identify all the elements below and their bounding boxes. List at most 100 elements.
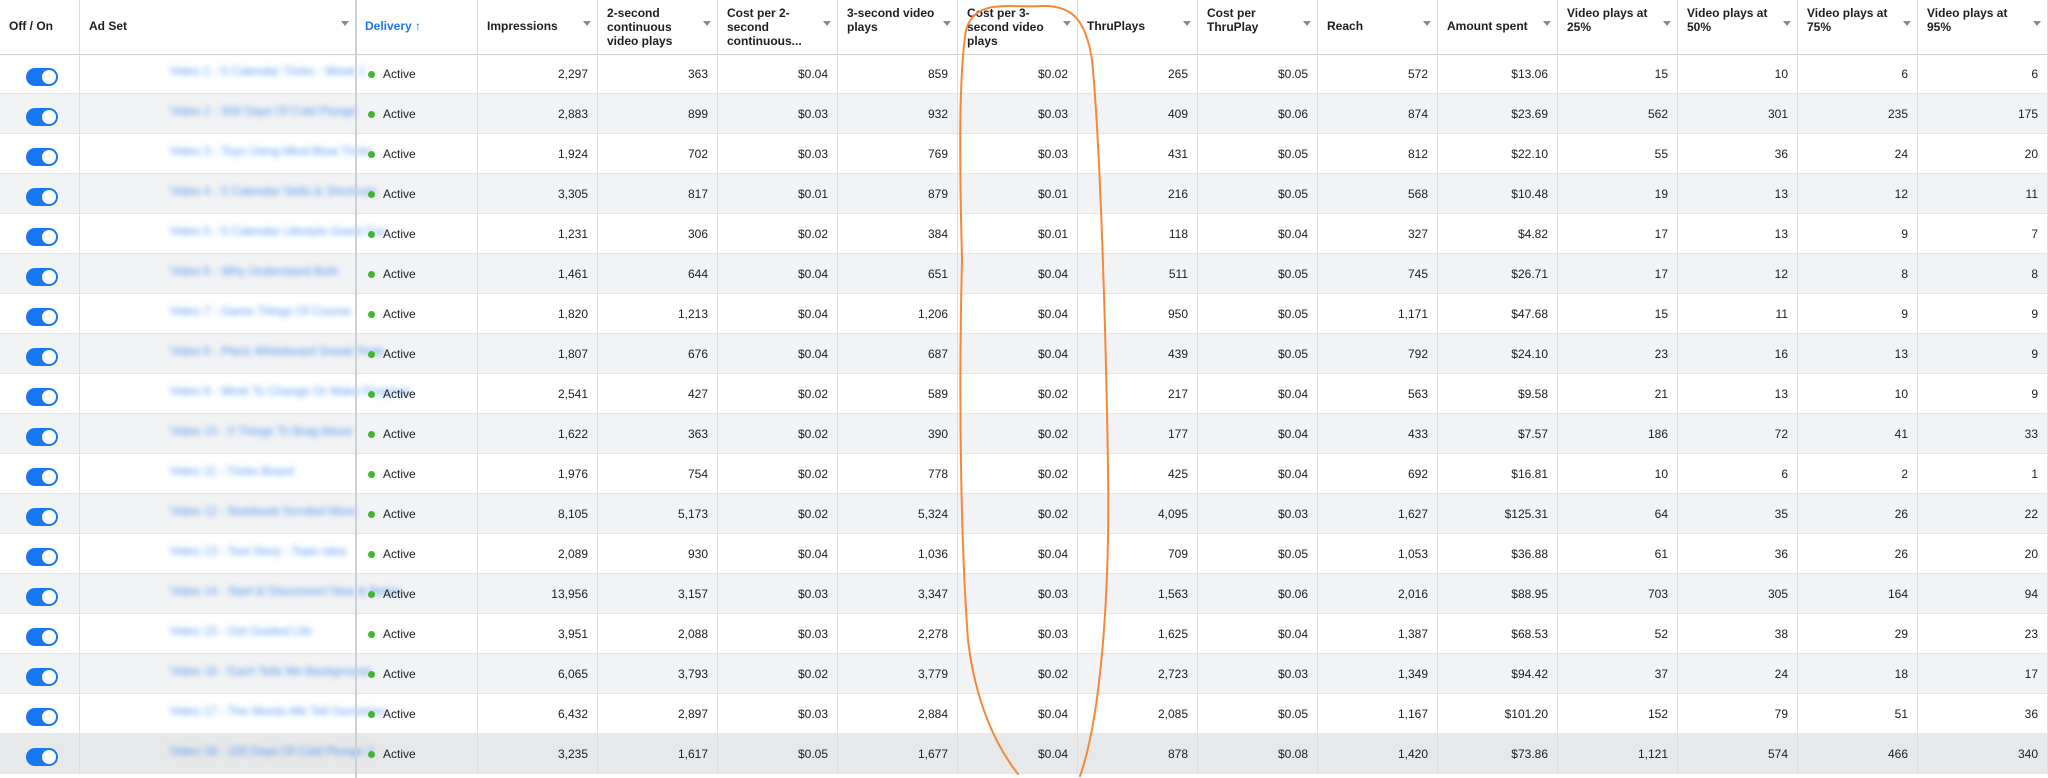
table-row[interactable]: Video 14 - Start & Disconnect New & Bett… xyxy=(0,574,2048,614)
ad-set-name-link[interactable]: Video 5 - 5 Calendar Lifestyle Guest Cut xyxy=(170,224,385,238)
header-col-cost-3-second[interactable]: Cost per 3-second video plays xyxy=(958,0,1078,54)
table-row[interactable]: Video 8 - Plans Whiteboard Sneak Peek Act… xyxy=(0,334,2048,374)
table-row[interactable]: Video 15 - Get Guided Life Active 3,951 2,0… xyxy=(0,614,2048,654)
plays-25-value: 19 xyxy=(1558,174,1678,214)
on-off-toggle[interactable] xyxy=(26,388,58,406)
on-off-toggle[interactable] xyxy=(26,68,58,86)
ad-set-name-link[interactable]: Video 6 - Why Understand Both xyxy=(170,264,339,278)
header-col-cost-thruplay[interactable]: Cost per ThruPlay xyxy=(1198,0,1318,54)
table-row[interactable]: Video 16 - Each Tells Me Background Activ… xyxy=(0,654,2048,694)
sort-chevron-icon[interactable] xyxy=(2033,21,2041,26)
header-col-plays-50[interactable]: Video plays at 50% xyxy=(1678,0,1798,54)
ad-set-cell: Video 7 - Game Things Of Course xyxy=(80,294,356,334)
on-off-toggle[interactable] xyxy=(26,588,58,606)
sort-chevron-icon[interactable] xyxy=(943,21,951,26)
on-off-toggle[interactable] xyxy=(26,108,58,126)
header-col-delivery[interactable]: Delivery ↑ xyxy=(356,0,478,54)
sort-chevron-icon[interactable] xyxy=(1663,21,1671,26)
ad-set-name-link[interactable]: Video 15 - Get Guided Life xyxy=(170,624,312,638)
sort-chevron-icon[interactable] xyxy=(1543,21,1551,26)
ad-set-name-link[interactable]: Video 7 - Game Things Of Course xyxy=(170,304,351,318)
sort-chevron-icon[interactable] xyxy=(1903,21,1911,26)
table-row[interactable]: Video 3 - Toys Using Mind Blow Tricks Act… xyxy=(0,134,2048,174)
ad-set-name-link[interactable]: Video 4 - 5 Calendar Skills & Shortcuts xyxy=(170,184,377,198)
ad-set-name-link[interactable]: Video 16 - Each Tells Me Background xyxy=(170,664,370,678)
header-col-3-second-plays[interactable]: 3-second video plays xyxy=(838,0,958,54)
plays-95-value: 20 xyxy=(1918,134,2048,174)
thruplays-value: 118 xyxy=(1078,214,1198,254)
table-row[interactable]: Video 13 - Tool Story - Topic Idea Active… xyxy=(0,534,2048,574)
thruplays-value: 2,723 xyxy=(1078,654,1198,694)
ad-set-cell: Video 17 - The Words We Tell Ourselves xyxy=(80,694,386,734)
ad-set-name-link[interactable]: Video 9 - Work To Change Or Make Progres… xyxy=(170,384,410,398)
on-off-toggle[interactable] xyxy=(26,228,58,246)
ad-set-cell: Video 2 - 500 Days Of Cold Plunge xyxy=(80,94,357,134)
ad-set-name-link[interactable]: Video 2 - 500 Days Of Cold Plunge xyxy=(170,104,357,118)
sort-chevron-icon[interactable] xyxy=(1783,21,1791,26)
table-row[interactable]: Video 5 - 5 Calendar Lifestyle Guest Cut… xyxy=(0,214,2048,254)
ad-set-name-link[interactable]: Video 10 - 5 Things To Brag About xyxy=(170,424,353,438)
sort-chevron-icon[interactable] xyxy=(341,21,349,26)
table-row[interactable]: Video 6 - Why Understand Both Active 1,461… xyxy=(0,254,2048,294)
plays-95-value: 20 xyxy=(1918,534,2048,574)
ad-set-name-link[interactable]: Video 1 - 5 Calendar Tricks - Week 1 xyxy=(170,64,366,78)
on-off-toggle[interactable] xyxy=(26,188,58,206)
sort-chevron-icon[interactable] xyxy=(1423,21,1431,26)
header-col-thruplays[interactable]: ThruPlays xyxy=(1078,0,1198,54)
ad-set-name-link[interactable]: Video 14 - Start & Disconnect New & Bett… xyxy=(170,584,402,598)
sort-chevron-icon[interactable] xyxy=(823,21,831,26)
sort-chevron-icon[interactable] xyxy=(1183,21,1191,26)
table-row[interactable]: Video 9 - Work To Change Or Make Progres… xyxy=(0,374,2048,414)
sort-chevron-icon[interactable] xyxy=(1063,21,1071,26)
ad-set-name-link[interactable]: Video 17 - The Words We Tell Ourselves xyxy=(170,704,386,718)
sort-chevron-icon[interactable] xyxy=(703,21,711,26)
ad-set-name-link[interactable]: Video 12 - Notebook Scrolled More xyxy=(170,504,357,518)
table-row[interactable]: Video 2 - 500 Days Of Cold Plunge Active 2… xyxy=(0,94,2048,134)
on-off-toggle[interactable] xyxy=(26,748,58,766)
table-row[interactable]: Video 10 - 5 Things To Brag About Active 1… xyxy=(0,414,2048,454)
3-second-plays-value: 1,677 xyxy=(838,734,958,774)
on-off-toggle[interactable] xyxy=(26,148,58,166)
header-col-amount-spent[interactable]: Amount spent xyxy=(1438,0,1558,54)
table-row[interactable]: Video 7 - Game Things Of Course Active 1,8… xyxy=(0,294,2048,334)
table-row[interactable]: Video 18 - 100 Days Of Cold Plunge 2 Acti… xyxy=(0,734,2048,774)
on-off-toggle[interactable] xyxy=(26,308,58,326)
table-row[interactable]: Video 12 - Notebook Scrolled More Active 8… xyxy=(0,494,2048,534)
on-off-toggle[interactable] xyxy=(26,628,58,646)
on-off-toggle[interactable] xyxy=(26,708,58,726)
header-col-reach[interactable]: Reach xyxy=(1318,0,1438,54)
thruplays-value: 2,085 xyxy=(1078,694,1198,734)
on-off-toggle[interactable] xyxy=(26,348,58,366)
header-col-2-second-plays[interactable]: 2-second continuous video plays xyxy=(598,0,718,54)
on-off-toggle[interactable] xyxy=(26,468,58,486)
thruplays-value: 431 xyxy=(1078,134,1198,174)
header-col-ad-set[interactable]: Ad Set xyxy=(80,0,356,54)
ad-set-name-link[interactable]: Video 13 - Tool Story - Topic Idea xyxy=(170,544,347,558)
header-col-cost-2-second[interactable]: Cost per 2-second continuous... xyxy=(718,0,838,54)
impressions-value: 1,976 xyxy=(478,454,598,494)
ad-set-name-link[interactable]: Video 18 - 100 Days Of Cold Plunge 2 xyxy=(170,744,374,758)
table-row[interactable]: Video 4 - 5 Calendar Skills & Shortcuts A… xyxy=(0,174,2048,214)
table-row[interactable]: Video 11 - Tricks Board Active 1,976 754 $0.… xyxy=(0,454,2048,494)
sort-chevron-icon[interactable] xyxy=(1303,21,1311,26)
on-off-toggle[interactable] xyxy=(26,548,58,566)
on-off-toggle[interactable] xyxy=(26,428,58,446)
on-off-toggle[interactable] xyxy=(26,508,58,526)
on-off-toggle[interactable] xyxy=(26,668,58,686)
header-col-plays-75[interactable]: Video plays at 75% xyxy=(1798,0,1918,54)
plays-25-value: 152 xyxy=(1558,694,1678,734)
sort-chevron-icon[interactable] xyxy=(583,21,591,26)
plays-25-value: 61 xyxy=(1558,534,1678,574)
on-off-toggle[interactable] xyxy=(26,268,58,286)
table-row[interactable]: Video 1 - 5 Calendar Tricks - Week 1 Acti… xyxy=(0,54,2048,94)
header-col-toggle[interactable]: Off / On xyxy=(0,0,80,54)
status-dot-icon xyxy=(368,510,375,518)
cost-3-second-value: $0.04 xyxy=(958,294,1078,334)
table-row[interactable]: Video 17 - The Words We Tell Ourselves Ac… xyxy=(0,694,2048,734)
header-col-plays-95[interactable]: Video plays at 95% xyxy=(1918,0,2048,54)
ad-set-name-link[interactable]: Video 8 - Plans Whiteboard Sneak Peek xyxy=(170,344,384,358)
ad-set-name-link[interactable]: Video 11 - Tricks Board xyxy=(170,464,294,478)
header-col-plays-25[interactable]: Video plays at 25% xyxy=(1558,0,1678,54)
header-col-impressions[interactable]: Impressions xyxy=(478,0,598,54)
ad-set-name-link[interactable]: Video 3 - Toys Using Mind Blow Tricks xyxy=(170,144,373,158)
